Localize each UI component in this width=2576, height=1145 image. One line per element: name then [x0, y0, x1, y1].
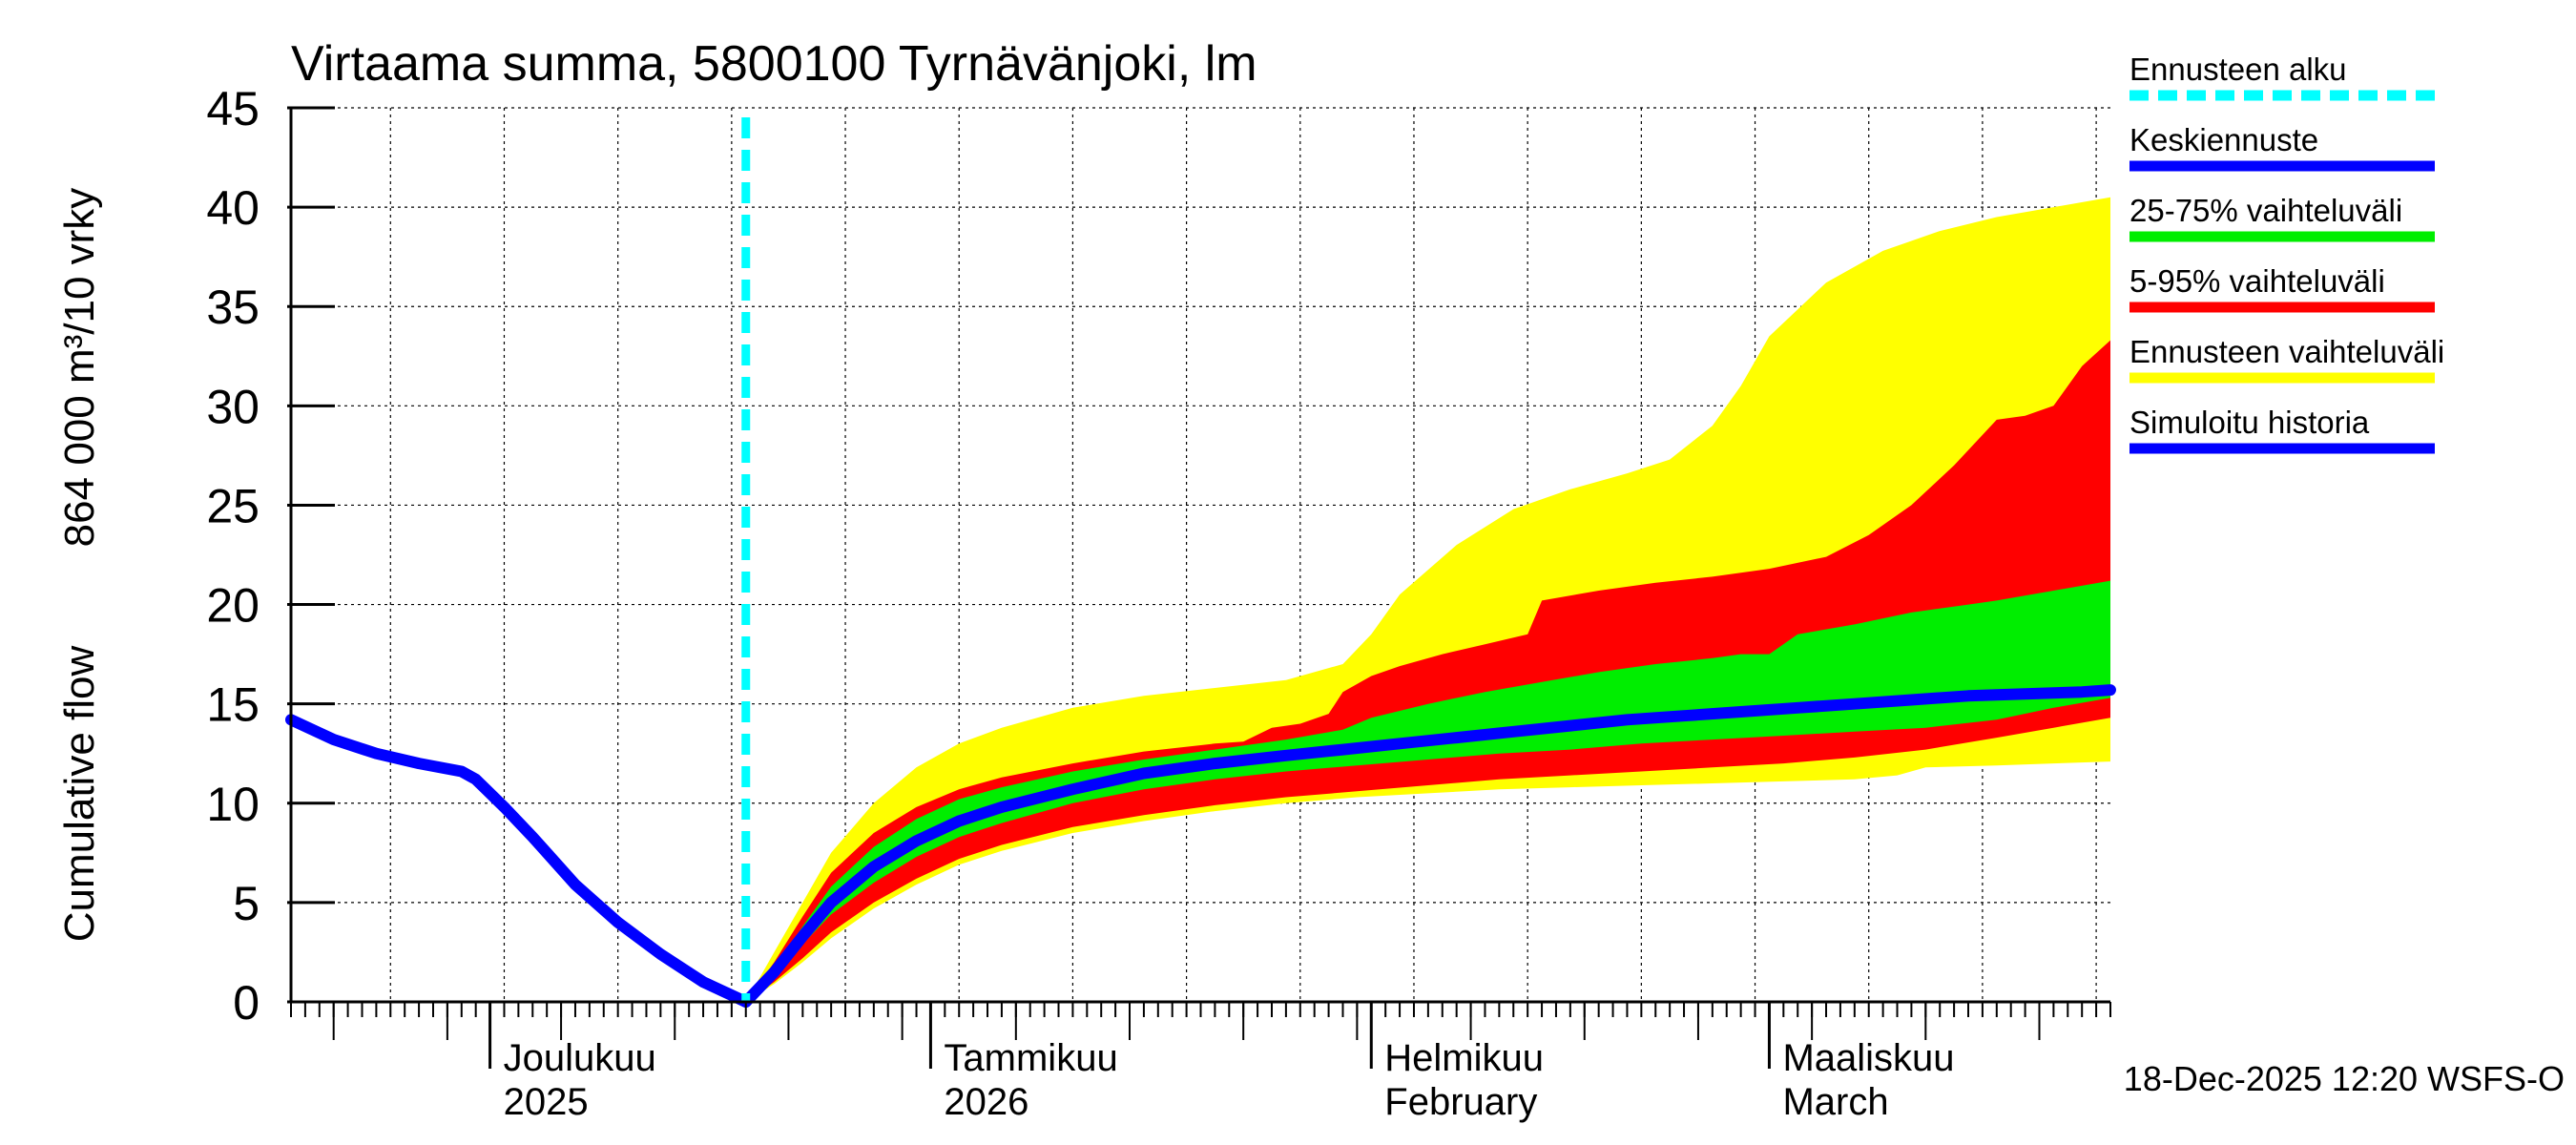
- chart-title: Virtaama summa, 5800100 Tyrnävänjoki, lm: [291, 36, 1257, 92]
- footer-timestamp: 18-Dec-2025 12:20 WSFS-O: [2124, 1059, 2565, 1098]
- band-25-75: [745, 580, 2110, 1002]
- legend-label: 5-95% vaihteluväli: [2129, 263, 2385, 299]
- legend-label: 25-75% vaihteluväli: [2129, 193, 2402, 228]
- legend-label: Simuloitu historia: [2129, 405, 2370, 440]
- legend-label: Keskiennuste: [2129, 122, 2318, 157]
- legend: Ennusteen alku Keskiennuste 25-75% vaihtel…: [2129, 52, 2444, 454]
- y-tick-label-30: 30: [206, 380, 260, 433]
- x-month-label: Tammikuu: [944, 1037, 1117, 1079]
- y-axis-label-line-1: Cumulative flow: [56, 646, 103, 943]
- legend-label: Ennusteen vaihteluväli: [2129, 334, 2444, 369]
- band-5-95: [745, 340, 2110, 1003]
- area-layer: [745, 197, 2110, 1003]
- y-tick-label-45: 45: [206, 82, 260, 135]
- x-month-label: Maaliskuu: [1782, 1037, 1954, 1079]
- legend-label: Ennusteen alku: [2129, 52, 2347, 87]
- y-tick-label-25: 25: [206, 479, 260, 532]
- line-layer: [285, 117, 2116, 1008]
- y-tick-label-10: 10: [206, 778, 260, 831]
- x-month-sublabel: February: [1384, 1081, 1537, 1123]
- x-month-label: Helmikuu: [1384, 1037, 1544, 1079]
- y-tick-label-35: 35: [206, 281, 260, 334]
- line-keskiennuste: [739, 684, 2116, 1008]
- y-axis-label-line-2: 864 000 m³/10 vrky: [56, 188, 103, 548]
- y-tick-label-5: 5: [233, 877, 260, 930]
- y-tick-label-15: 15: [206, 678, 260, 732]
- x-month-label: Joulukuu: [504, 1037, 656, 1079]
- x-month-sublabel: March: [1782, 1081, 1888, 1123]
- y-tick-label-20: 20: [206, 579, 260, 633]
- x-month-sublabel: 2026: [944, 1081, 1028, 1123]
- axis-layer: 051015202530354045Joulukuu2025Tammikuu20…: [206, 82, 2111, 1123]
- y-tick-label-40: 40: [206, 181, 260, 235]
- y-tick-label-0: 0: [233, 976, 260, 1030]
- x-month-sublabel: 2025: [504, 1081, 589, 1123]
- line-simuloitu-historia: [285, 714, 752, 1008]
